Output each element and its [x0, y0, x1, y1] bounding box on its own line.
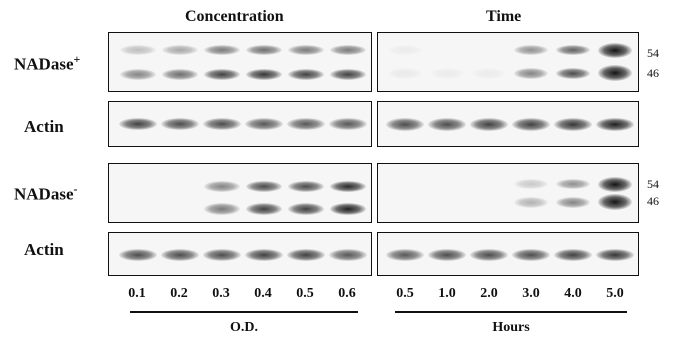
band-46: [204, 68, 240, 80]
tick-hours-0.5: 0.5: [396, 286, 414, 301]
band-46: [514, 196, 548, 208]
blot-panel-concentration-nadase-plus: [108, 32, 372, 92]
band-46: [330, 68, 366, 80]
row-label-nadase-minus-sup: -: [73, 182, 78, 196]
band-54: [288, 45, 324, 55]
band-actin: [428, 249, 466, 261]
band-46: [330, 203, 366, 215]
mw-marker-46-top: 46: [647, 66, 659, 80]
band-actin: [512, 117, 550, 131]
band-54: [288, 180, 324, 192]
blot-panel-concentration-actin-1: [108, 101, 372, 147]
band-46: [556, 67, 590, 79]
band-actin: [287, 118, 325, 130]
band-actin: [329, 249, 367, 261]
row-label-actin-2: Actin: [24, 240, 64, 259]
row-label-nadase-plus-text: NADase: [14, 54, 74, 74]
band-54: [598, 176, 632, 192]
tick-hours-4.0: 4.0: [564, 286, 582, 301]
band-54: [556, 179, 590, 189]
tick-hours-1.0: 1.0: [438, 286, 456, 301]
band-46: [162, 68, 198, 80]
mw-marker-46-bottom: 46: [647, 194, 659, 208]
band-actin: [329, 118, 367, 130]
row-label-nadase-minus-text: NADase: [14, 184, 74, 204]
header-concentration: Concentration: [185, 8, 284, 25]
band-46: [598, 194, 632, 210]
band-46: [430, 67, 464, 79]
tick-od-0.5: 0.5: [296, 286, 314, 301]
blot-panel-concentration-nadase-minus: [108, 163, 372, 223]
band-54: [388, 45, 422, 55]
band-actin: [119, 118, 157, 130]
mw-marker-54-bottom: 54: [647, 177, 659, 191]
band-actin: [428, 117, 466, 131]
blot-panel-time-actin-1: [377, 101, 639, 147]
band-actin: [245, 249, 283, 261]
band-46: [556, 196, 590, 208]
band-46: [514, 67, 548, 79]
band-actin: [203, 249, 241, 261]
tick-hours-5.0: 5.0: [606, 286, 624, 301]
axis-label-od: O.D.: [230, 320, 258, 335]
band-54: [330, 180, 366, 192]
band-46: [246, 203, 282, 215]
tick-hours-3.0: 3.0: [522, 286, 540, 301]
axis-label-hours: Hours: [492, 320, 530, 335]
band-46: [598, 65, 632, 81]
band-actin: [161, 249, 199, 261]
row-label-nadase-plus-sup: +: [73, 52, 81, 66]
band-actin: [554, 117, 592, 131]
band-actin: [512, 249, 550, 261]
header-time: Time: [486, 8, 522, 25]
band-actin: [596, 117, 634, 131]
band-actin: [386, 117, 424, 131]
row-label-nadase-minus: NADase-: [14, 182, 78, 205]
band-54: [556, 45, 590, 55]
axis-line-hours: [395, 311, 627, 313]
band-actin: [245, 118, 283, 130]
band-54: [246, 45, 282, 55]
band-54: [162, 45, 198, 55]
tick-od-0.4: 0.4: [254, 286, 272, 301]
band-actin: [596, 249, 634, 261]
axis-line-od: [130, 311, 358, 313]
band-46: [246, 68, 282, 80]
band-46: [120, 68, 156, 80]
band-54: [330, 45, 366, 55]
band-46: [288, 68, 324, 80]
row-label-nadase-plus: NADase+: [14, 52, 80, 75]
band-54: [514, 45, 548, 55]
band-actin: [287, 249, 325, 261]
band-actin: [554, 249, 592, 261]
band-54: [598, 42, 632, 58]
band-54: [120, 45, 156, 55]
tick-hours-2.0: 2.0: [480, 286, 498, 301]
band-46: [472, 67, 506, 79]
band-actin: [119, 249, 157, 261]
band-actin: [161, 118, 199, 130]
blot-panel-concentration-actin-2: [108, 232, 372, 276]
band-46: [204, 203, 240, 215]
tick-od-0.2: 0.2: [170, 286, 188, 301]
band-46: [388, 67, 422, 79]
band-54: [246, 180, 282, 192]
band-actin: [203, 118, 241, 130]
tick-od-0.3: 0.3: [212, 286, 230, 301]
band-actin: [470, 249, 508, 261]
blot-panel-time-nadase-plus: [377, 32, 639, 92]
tick-od-0.6: 0.6: [338, 286, 356, 301]
band-54: [204, 45, 240, 55]
band-46: [288, 203, 324, 215]
blot-panel-time-nadase-minus: [377, 163, 639, 223]
band-54: [514, 179, 548, 189]
blot-panel-time-actin-2: [377, 232, 639, 276]
mw-marker-54-top: 54: [647, 46, 659, 60]
row-label-actin-1: Actin: [24, 117, 64, 136]
band-actin: [470, 117, 508, 131]
band-54: [204, 180, 240, 192]
band-actin: [386, 249, 424, 261]
tick-od-0.1: 0.1: [128, 286, 146, 301]
